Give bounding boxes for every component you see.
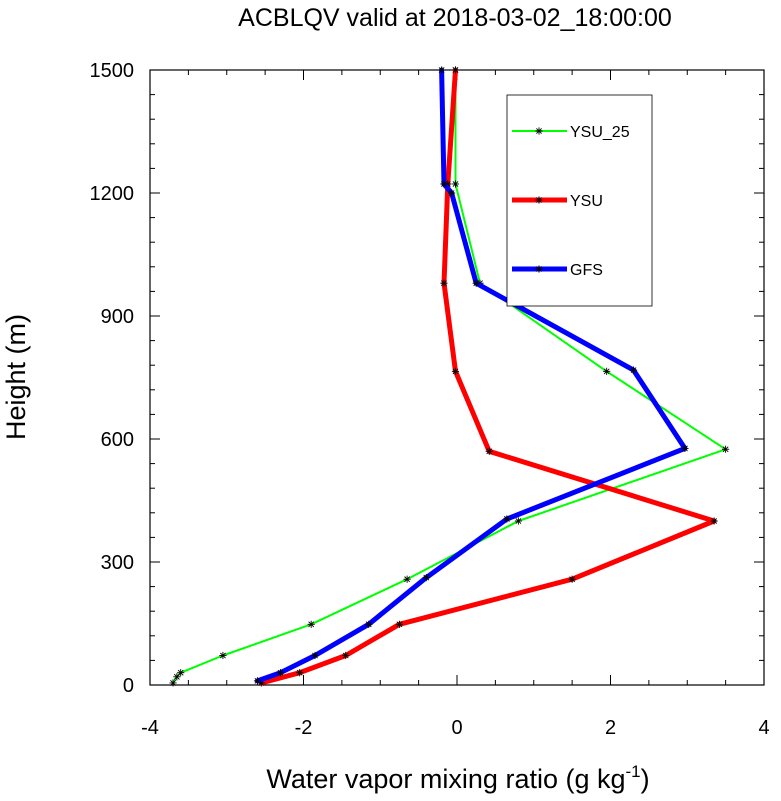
data-point <box>296 669 304 677</box>
legend-label: YSU_25 <box>570 124 630 141</box>
axis-ticks: -4 -2 0 2 4 0 300 600 900 1200 1500 <box>90 60 770 739</box>
data-point <box>422 573 430 582</box>
x-axis-title-suffix: ) <box>641 764 650 794</box>
legend-marker <box>535 196 543 204</box>
x-tick-label: 0 <box>451 717 462 739</box>
data-point <box>681 444 689 453</box>
y-tick-label: 0 <box>123 675 134 697</box>
y-tick-label: 1200 <box>90 183 135 205</box>
x-tick-label: 4 <box>758 717 769 739</box>
legend-entries: YSU_25 YSU GFS <box>512 124 630 279</box>
data-point <box>169 679 177 687</box>
data-point <box>472 279 480 287</box>
data-point <box>451 367 460 375</box>
x-tick-label: 2 <box>605 717 616 739</box>
data-point <box>710 517 718 525</box>
y-axis-title: Height (m) <box>1 314 31 440</box>
y-tick-label: 300 <box>101 552 134 574</box>
data-point <box>307 620 315 628</box>
legend-entry-ysu-25: YSU_25 <box>512 124 630 141</box>
data-point <box>253 677 262 685</box>
x-tick-label: -2 <box>295 717 313 739</box>
legend-entry-ysu: YSU <box>512 193 603 210</box>
data-point <box>503 515 511 523</box>
data-point <box>603 367 611 375</box>
data-point <box>451 180 460 188</box>
data-point <box>440 180 448 188</box>
data-point <box>342 651 350 660</box>
legend-marker <box>535 127 543 135</box>
data-point <box>219 651 227 660</box>
series-gfs <box>253 66 689 685</box>
data-point <box>403 575 411 583</box>
series-ysu <box>257 66 718 687</box>
data-point <box>177 669 185 677</box>
data-point <box>276 669 285 677</box>
data-point <box>311 651 319 660</box>
x-axis-title-main: Water vapor mixing ratio (g kg <box>266 764 625 794</box>
legend-entry-gfs: GFS <box>512 262 603 279</box>
legend: YSU_25 YSU GFS <box>506 94 653 307</box>
data-point <box>451 66 460 74</box>
data-point <box>448 189 456 197</box>
data-point <box>365 620 373 628</box>
x-axis-title-superscript: -1 <box>626 762 641 781</box>
x-axis-title: Water vapor mixing ratio (g kg-1) <box>266 762 649 794</box>
legend-marker <box>535 265 543 273</box>
x-tick-label: -4 <box>141 717 159 739</box>
y-tick-label: 600 <box>101 429 134 451</box>
data-point <box>440 279 448 287</box>
data-point <box>514 517 522 525</box>
chart-title: ACBLQV valid at 2018-03-02_18:00:00 <box>238 4 672 32</box>
data-point <box>485 447 493 455</box>
data-point <box>438 66 446 74</box>
data-point <box>395 620 404 628</box>
y-tick-label: 1500 <box>90 60 135 82</box>
legend-label: YSU <box>570 193 603 210</box>
data-point <box>629 366 638 374</box>
y-tick-label: 900 <box>101 306 134 328</box>
legend-label: GFS <box>570 262 603 279</box>
series-layer <box>169 66 730 687</box>
data-point <box>722 445 730 453</box>
data-point <box>568 575 576 583</box>
